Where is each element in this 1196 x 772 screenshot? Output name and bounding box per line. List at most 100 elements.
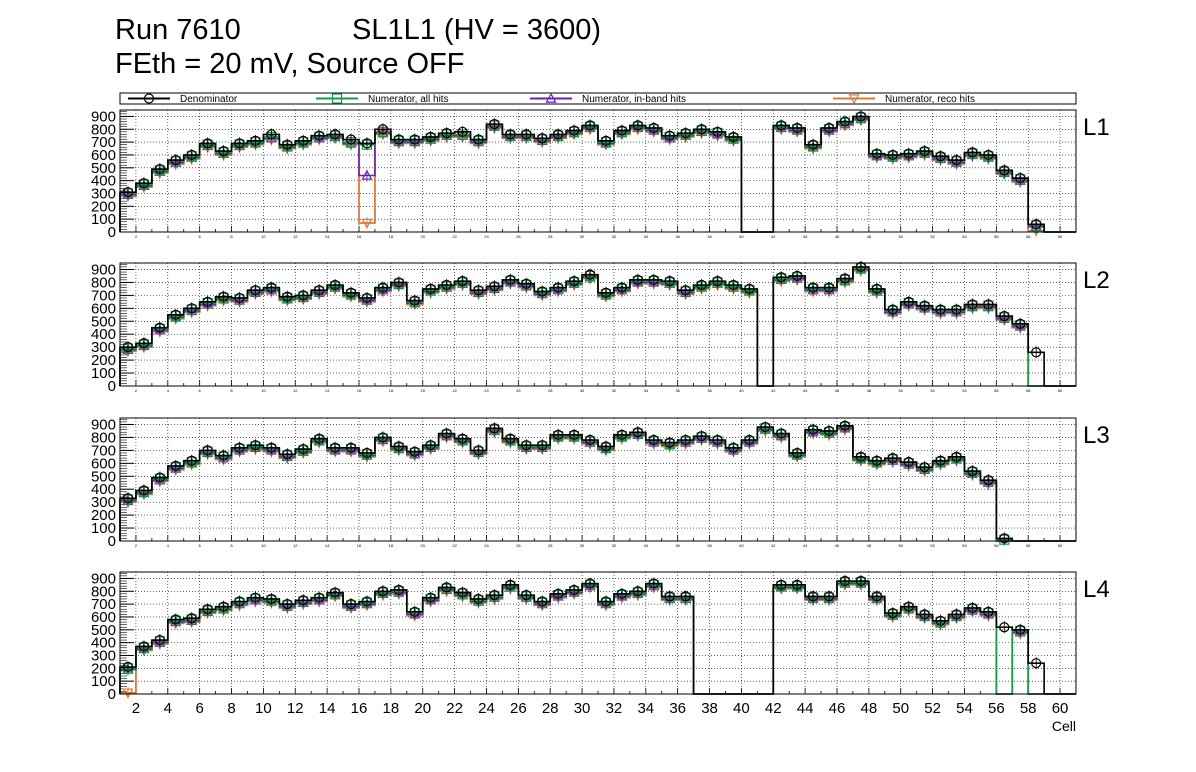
panel-frame <box>119 417 1077 542</box>
y-tick-label: 0 <box>108 533 116 550</box>
point-denominator <box>839 575 851 587</box>
point-denominator <box>935 304 946 315</box>
point-denominator <box>154 163 165 175</box>
point-denominator <box>1031 219 1042 230</box>
x-tick-label: 52 <box>930 543 935 548</box>
x-tick-label: 50 <box>899 543 904 548</box>
point-denominator <box>361 292 373 304</box>
x-tick-label: 26 <box>516 234 521 239</box>
point-denominator <box>409 446 420 457</box>
point-denominator <box>919 300 930 311</box>
y-tick-label: 600 <box>91 147 116 164</box>
point-denominator <box>425 440 436 451</box>
point-denominator <box>298 290 309 301</box>
point-denominator <box>744 434 755 446</box>
legend-label-numerator_all: Numerator, all hits <box>368 94 449 105</box>
point-denominator <box>186 613 197 624</box>
point-denominator <box>648 122 659 134</box>
x-tick-label: 30 <box>580 543 585 548</box>
y-tick-label: 600 <box>91 609 116 626</box>
point-denominator <box>361 596 373 607</box>
x-tick-label: 60 <box>1052 700 1069 717</box>
point-denominator <box>807 591 819 602</box>
x-tick-label: 60 <box>1058 234 1063 239</box>
x-tick-label: 6 <box>195 700 203 717</box>
point-denominator <box>616 282 628 293</box>
y-tick-label: 500 <box>91 622 116 639</box>
point-denominator <box>999 165 1010 176</box>
x-tick-label: 12 <box>293 543 298 548</box>
point-denominator <box>776 120 787 131</box>
x-tick-label: 34 <box>644 234 649 239</box>
layer-label: L2 <box>1083 267 1110 294</box>
point-denominator <box>999 533 1010 544</box>
point-denominator <box>122 342 134 353</box>
point-denominator <box>314 285 325 296</box>
point-denominator <box>138 178 149 189</box>
point-denominator <box>377 124 388 135</box>
x-tick-label: 16 <box>357 543 362 548</box>
x-tick-label: 32 <box>606 700 623 717</box>
x-tick-label: 14 <box>325 543 330 548</box>
point-denominator <box>951 154 962 166</box>
point-denominator <box>537 440 548 451</box>
point-denominator <box>186 303 197 314</box>
x-tick-label: 48 <box>867 234 872 239</box>
x-tick-label: 16 <box>351 700 368 717</box>
x-tick-label: 18 <box>389 543 394 548</box>
point-numerator_reco <box>122 688 134 699</box>
x-tick-label: 32 <box>612 234 617 239</box>
point-denominator <box>600 596 612 607</box>
point-denominator <box>122 493 134 504</box>
legend-marker-denominator <box>143 93 155 104</box>
point-denominator <box>489 281 500 292</box>
point-denominator <box>935 151 946 162</box>
x-tick-label: 26 <box>516 543 521 548</box>
series-line-denominator <box>119 424 1076 542</box>
point-denominator <box>170 460 181 472</box>
point-denominator <box>521 129 532 140</box>
x-tick-label: 30 <box>574 700 591 717</box>
point-denominator <box>568 584 580 596</box>
point-denominator <box>138 338 149 349</box>
point-denominator <box>823 282 835 293</box>
point-denominator <box>1031 658 1042 669</box>
legend-label-denominator: Denominator <box>180 94 238 105</box>
point-denominator <box>584 434 596 446</box>
point-denominator <box>1015 624 1026 635</box>
point-denominator <box>361 138 373 149</box>
point-denominator <box>728 442 739 453</box>
point-denominator <box>457 433 468 444</box>
point-denominator <box>425 283 436 294</box>
legend-box <box>119 92 1077 105</box>
point-denominator <box>696 431 707 442</box>
point-denominator <box>696 124 707 135</box>
point-denominator <box>553 429 564 440</box>
x-tick-label: 18 <box>383 700 400 717</box>
x-tick-label: 38 <box>707 388 712 393</box>
point-denominator <box>505 433 516 444</box>
y-tick-label: 900 <box>91 570 116 587</box>
point-denominator <box>282 139 293 150</box>
point-denominator <box>951 609 962 620</box>
point-denominator <box>823 591 835 602</box>
x-tick-label: 34 <box>644 543 649 548</box>
point-denominator <box>903 148 914 159</box>
x-tick-label: 30 <box>580 234 585 239</box>
point-denominator <box>887 149 898 161</box>
x-tick-label: 28 <box>548 388 553 393</box>
x-tick-label: 22 <box>446 700 463 717</box>
point-denominator <box>377 432 388 443</box>
y-tick-label: 400 <box>91 326 116 343</box>
point-denominator <box>138 641 149 652</box>
x-tick-label: 8 <box>227 700 235 717</box>
point-denominator <box>266 282 277 293</box>
x-tick-label: 4 <box>164 700 172 717</box>
x-tick-label: 10 <box>261 388 266 393</box>
x-tick-label: 44 <box>803 234 808 239</box>
x-tick-label: 36 <box>669 700 686 717</box>
point-denominator <box>218 450 229 461</box>
point-denominator <box>839 116 851 127</box>
